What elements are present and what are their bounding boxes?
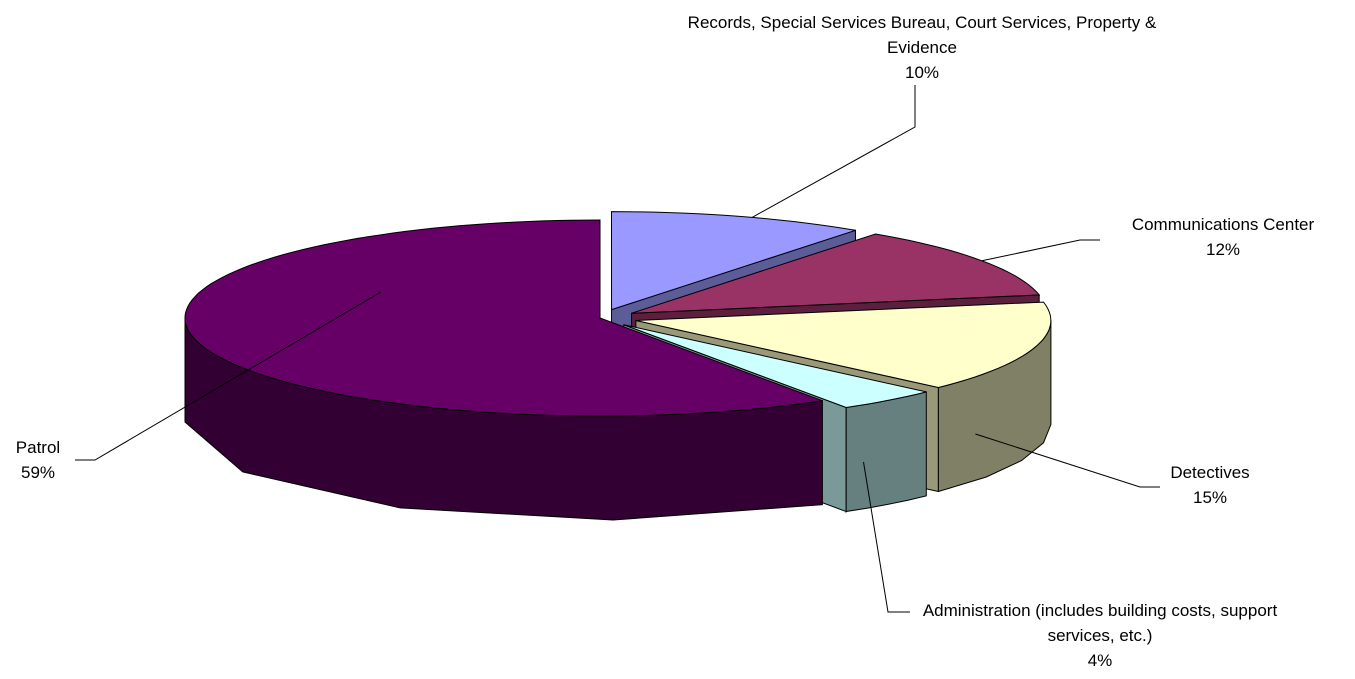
slice-percent-records: 10% <box>904 63 940 82</box>
slice-name-detectives: Detectives <box>1170 463 1250 482</box>
slice-percent-communications: 12% <box>1205 240 1241 259</box>
slice-name-patrol: Patrol <box>15 438 61 457</box>
slice-administration <box>623 324 927 409</box>
slice-patrol <box>184 219 823 417</box>
slice-label-patrol: Patrol 59% <box>2 435 74 485</box>
leader-line-1 <box>981 239 1100 262</box>
leader-line-4 <box>75 291 382 461</box>
slice-label-administration: Administration (includes building costs,… <box>915 598 1285 673</box>
slice-name-records: Records, Special Services Bureau, Court … <box>687 13 1157 57</box>
slice-percent-patrol: 59% <box>20 463 56 482</box>
slice-wall-administration <box>845 391 927 514</box>
slice-label-communications: Communications Center 12% <box>1103 212 1343 262</box>
slice-detectives <box>635 301 1052 389</box>
slice-label-records: Records, Special Services Bureau, Court … <box>687 10 1157 85</box>
leader-line-3 <box>863 461 910 613</box>
slice-label-detectives: Detectives 15% <box>1150 460 1270 510</box>
slice-percent-detectives: 15% <box>1192 488 1228 507</box>
leader-line-2 <box>975 433 1160 488</box>
slice-percent-administration: 4% <box>1087 651 1113 670</box>
leader-line-0 <box>751 85 916 218</box>
slice-name-communications: Communications Center <box>1131 215 1315 234</box>
slice-name-administration: Administration (includes building costs,… <box>922 601 1278 645</box>
slice-records <box>610 211 856 311</box>
